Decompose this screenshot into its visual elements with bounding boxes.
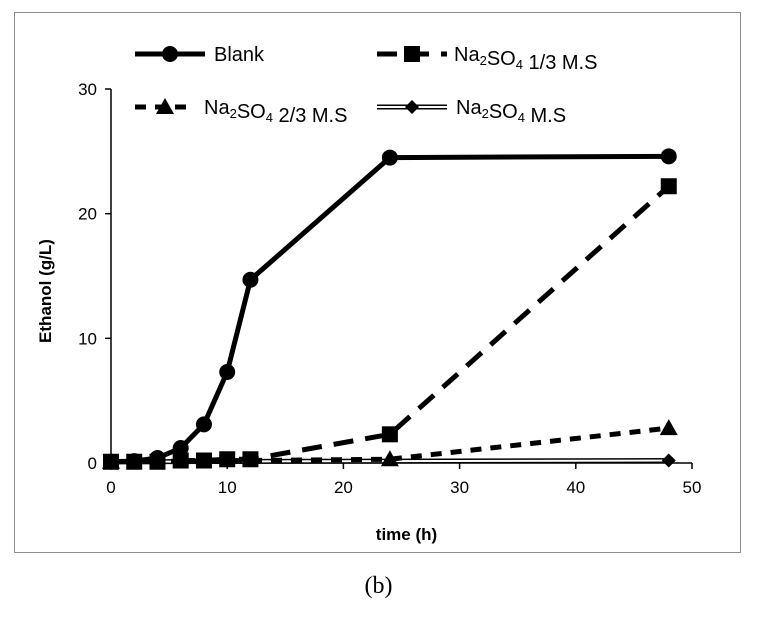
y-tick-label: 20	[78, 205, 97, 224]
data-point	[242, 451, 259, 468]
figure-caption: (b)	[364, 573, 393, 599]
legend-subscript: 2	[230, 106, 237, 121]
series-line	[111, 184, 671, 465]
legend-text: M.S	[525, 105, 566, 127]
y-tick-label: 30	[78, 80, 97, 99]
data-point	[660, 178, 677, 195]
legend-entry: Na2SO4 1/3 M.S	[377, 44, 597, 74]
legend-text: 1/3 M.S	[523, 52, 597, 74]
data-point	[219, 451, 236, 468]
data-point	[172, 440, 189, 457]
data-point	[195, 416, 212, 433]
legend-subscript: 2	[480, 53, 487, 68]
series-square	[103, 178, 677, 470]
y-axis-label: Ethanol (g/L)	[36, 239, 55, 343]
legend-label: Na2SO4 M.S	[456, 97, 566, 127]
x-tick-label: 50	[683, 478, 702, 497]
data-point	[103, 453, 119, 470]
legend-text: 2/3 M.S	[273, 105, 347, 127]
legend-text: Na	[454, 44, 480, 66]
legend-entry: Blank	[135, 44, 265, 66]
legend-label: Na2SO4 2/3 M.S	[204, 97, 347, 127]
legend-subscript: 4	[266, 110, 273, 125]
x-tick-label: 0	[106, 478, 115, 497]
legend-text: Blank	[214, 44, 265, 66]
data-point	[661, 453, 676, 468]
x-tick-label: 10	[218, 478, 237, 497]
data-point	[380, 450, 399, 467]
x-axis-label: time (h)	[376, 525, 437, 544]
data-point	[660, 148, 677, 165]
legend-text: SO	[489, 101, 518, 123]
legend-text: Na	[456, 97, 482, 119]
data-point	[659, 419, 678, 436]
x-tick-label: 40	[566, 478, 585, 497]
data-point	[195, 452, 212, 469]
legend-subscript: 4	[518, 110, 525, 125]
legend-marker	[405, 100, 419, 114]
series-circle	[103, 148, 677, 470]
x-tick-label: 30	[450, 478, 469, 497]
legend-marker	[162, 46, 178, 62]
data-point	[149, 450, 166, 467]
data-point	[219, 363, 236, 380]
legend-marker	[156, 98, 174, 114]
y-tick-label: 0	[88, 454, 97, 473]
legend-label: Blank	[214, 44, 265, 66]
series-line	[110, 425, 670, 465]
data-point	[242, 271, 259, 288]
legend-entry: Na2SO4 M.S	[377, 97, 566, 127]
legend-text: SO	[237, 101, 266, 123]
chart-frame: 0 10 20 30 40 50 0 10 20 30 time (h) Ethanol (g/L) B…	[14, 12, 741, 553]
data-point	[381, 149, 398, 166]
data-point	[172, 452, 189, 469]
series-line	[110, 153, 669, 465]
legend-label: Na2SO4 1/3 M.S	[454, 44, 597, 74]
ethanol-chart: 0 10 20 30 40 50 0 10 20 30 time (h) Ethanol (g/L) B…	[36, 44, 702, 544]
legend-text: Na	[204, 97, 230, 119]
x-tick-label: 20	[334, 478, 353, 497]
y-tick-label: 10	[78, 329, 97, 348]
data-point	[126, 453, 143, 470]
legend-subscript: 4	[516, 57, 523, 72]
legend-text: SO	[487, 48, 516, 70]
legend-subscript: 2	[482, 106, 489, 121]
legend-marker	[404, 46, 420, 62]
data-point	[381, 426, 398, 443]
legend-entry: Na2SO4 2/3 M.S	[135, 97, 347, 127]
